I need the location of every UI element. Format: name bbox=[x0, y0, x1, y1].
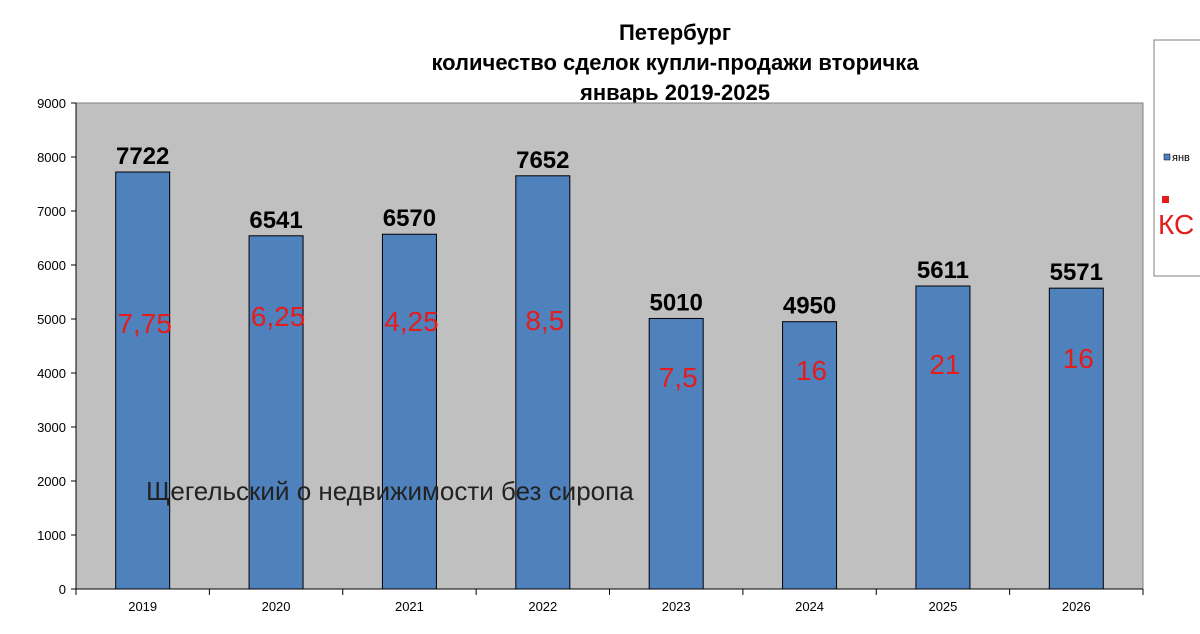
bar-2024 bbox=[782, 321, 838, 590]
rate-label: 6,25 bbox=[251, 301, 306, 332]
bar-2026 bbox=[1048, 287, 1104, 590]
y-tick-label: 3000 bbox=[37, 420, 66, 435]
chart-title-line-1: Петербург bbox=[619, 20, 731, 45]
rate-label: 7,75 bbox=[117, 308, 172, 339]
y-tick-label: 4000 bbox=[37, 366, 66, 381]
data-label: 6541 bbox=[249, 207, 302, 234]
bar-2019 bbox=[115, 171, 171, 590]
bar-2025 bbox=[915, 285, 971, 590]
data-label: 6570 bbox=[383, 205, 436, 232]
y-tick-label: 9000 bbox=[37, 96, 66, 111]
x-tick-label: 2020 bbox=[262, 599, 291, 614]
chart-title: Петербург количество сделок купли-продаж… bbox=[431, 20, 919, 105]
data-label: 5010 bbox=[649, 289, 702, 316]
rate-label: 21 bbox=[929, 349, 960, 380]
rate-label: 8,5 bbox=[525, 305, 564, 336]
bar-2022 bbox=[515, 175, 571, 590]
legend-swatch-series bbox=[1163, 153, 1171, 161]
y-tick-label: 7000 bbox=[37, 204, 66, 219]
x-tick-label: 2026 bbox=[1062, 599, 1091, 614]
bar-2021 bbox=[381, 233, 437, 590]
y-tick-label: 5000 bbox=[37, 312, 66, 327]
plot-area bbox=[75, 102, 1144, 590]
watermark-annotation: Щегельский о недвижимости без сиропа bbox=[146, 476, 634, 506]
y-tick-label: 1000 bbox=[37, 528, 66, 543]
x-tick-label: 2024 bbox=[795, 599, 824, 614]
x-tick-label: 2021 bbox=[395, 599, 424, 614]
data-label: 7652 bbox=[516, 147, 569, 174]
rate-labels: 7,75 6,25 4,25 8,5 7,5 16 21 16 bbox=[117, 301, 1093, 393]
rate-label: 16 bbox=[796, 355, 827, 386]
bar-2023 bbox=[648, 317, 704, 590]
bar-series bbox=[115, 171, 1104, 590]
data-label: 7722 bbox=[116, 143, 169, 170]
data-label: 4950 bbox=[783, 293, 836, 320]
rate-label: 16 bbox=[1063, 343, 1094, 374]
y-tick-label: 0 bbox=[59, 582, 66, 597]
x-tick-label: 2019 bbox=[128, 599, 157, 614]
x-tick-label: 2025 bbox=[928, 599, 957, 614]
y-axis: 0 1000 2000 3000 4000 5000 6000 7000 8000 9000 bbox=[37, 96, 77, 597]
legend-label-series: янв bbox=[1172, 152, 1190, 164]
rate-label: 7,5 bbox=[659, 362, 698, 393]
y-tick-label: 6000 bbox=[37, 258, 66, 273]
data-label: 5571 bbox=[1050, 259, 1103, 286]
legend-label-ks: КС bbox=[1158, 209, 1194, 240]
rate-label: 4,25 bbox=[384, 306, 439, 337]
legend: янв КС bbox=[1153, 39, 1200, 277]
y-tick-label: 2000 bbox=[37, 474, 66, 489]
legend-swatch-ks bbox=[1162, 196, 1169, 203]
chart-title-line-3: январь 2019-2025 bbox=[579, 80, 770, 105]
bar-2020 bbox=[248, 235, 304, 590]
y-tick-label: 8000 bbox=[37, 150, 66, 165]
chart-title-line-2: количество сделок купли-продажи вторичка bbox=[431, 50, 919, 75]
x-axis: 2019 2020 2021 2022 2023 2024 2025 2026 bbox=[75, 588, 1144, 614]
x-tick-label: 2023 bbox=[662, 599, 691, 614]
x-tick-label: 2022 bbox=[528, 599, 557, 614]
legend-box bbox=[1153, 39, 1200, 277]
data-label: 5611 bbox=[917, 257, 969, 284]
value-labels: 7722 6541 6570 7652 5010 4950 5611 5571 bbox=[116, 143, 1103, 320]
